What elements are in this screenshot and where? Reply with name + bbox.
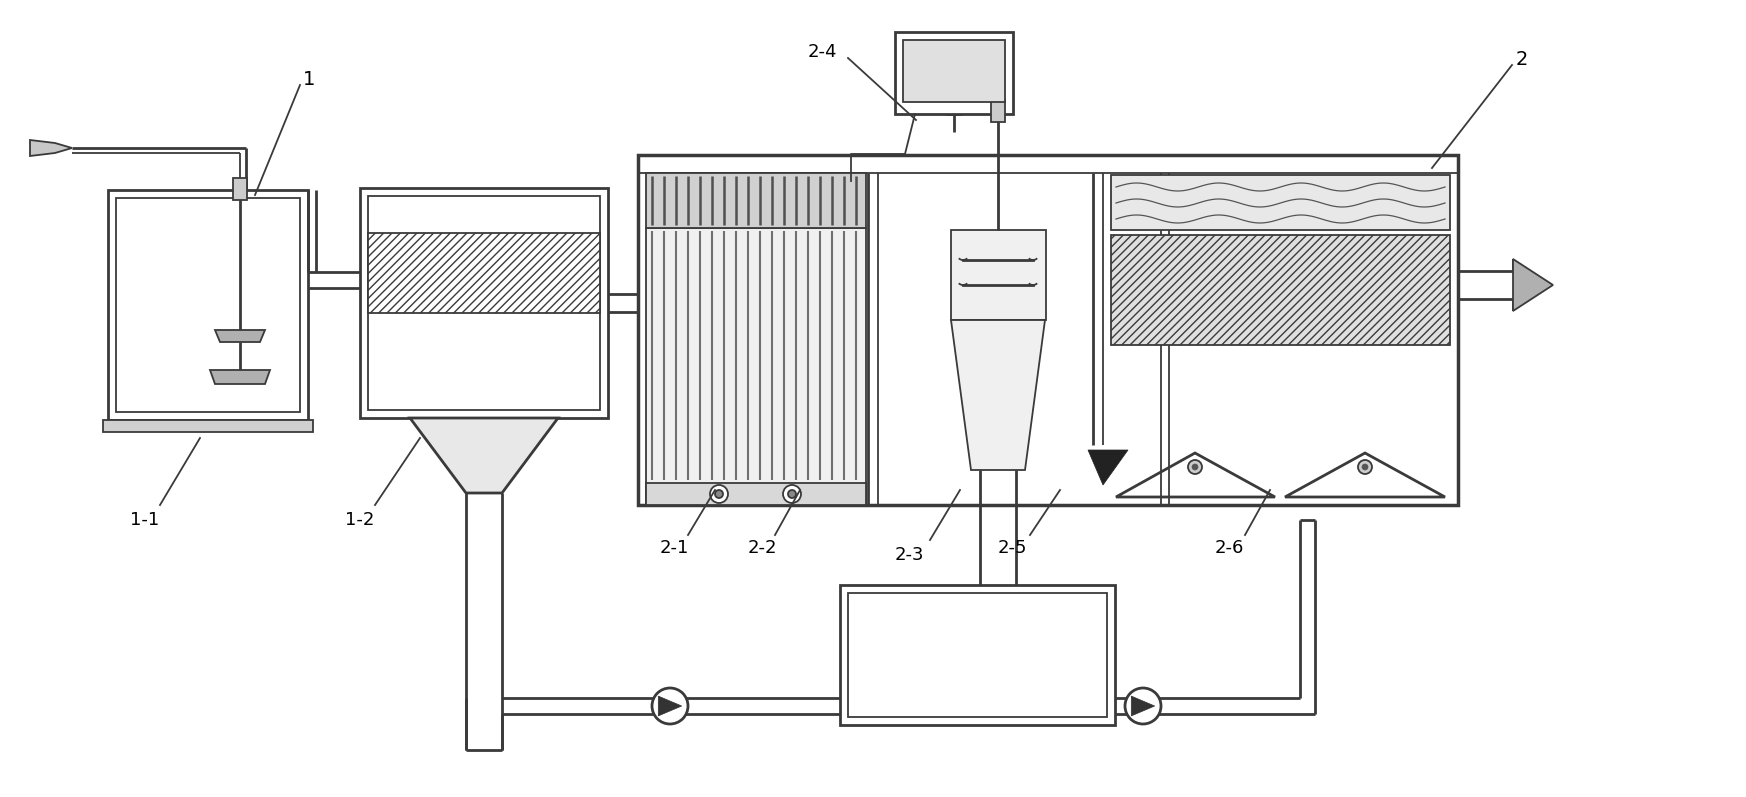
- Bar: [992, 100, 1006, 122]
- Text: 2: 2: [1516, 49, 1528, 69]
- Circle shape: [651, 688, 688, 724]
- Text: 2-1: 2-1: [660, 539, 690, 557]
- Text: 2-4: 2-4: [808, 43, 838, 61]
- Text: 1-1: 1-1: [129, 511, 159, 529]
- Bar: [840, 585, 1116, 725]
- Polygon shape: [215, 330, 265, 342]
- Text: 2-5: 2-5: [999, 539, 1027, 557]
- Circle shape: [716, 490, 723, 498]
- Bar: [849, 593, 1107, 717]
- Circle shape: [1362, 464, 1369, 470]
- Polygon shape: [30, 140, 72, 156]
- Polygon shape: [410, 418, 559, 493]
- Polygon shape: [210, 370, 271, 384]
- Bar: [115, 198, 300, 412]
- Circle shape: [1358, 460, 1372, 474]
- Circle shape: [782, 485, 801, 503]
- Bar: [637, 155, 1458, 505]
- Text: 2-6: 2-6: [1215, 539, 1245, 557]
- Circle shape: [1187, 460, 1201, 474]
- Circle shape: [711, 485, 728, 503]
- Bar: [368, 196, 601, 410]
- Polygon shape: [658, 696, 681, 716]
- Bar: [646, 173, 866, 228]
- Text: 2-2: 2-2: [747, 539, 777, 557]
- Bar: [232, 178, 246, 200]
- Bar: [108, 190, 307, 420]
- Bar: [646, 483, 866, 505]
- Bar: [896, 32, 1013, 114]
- Bar: [368, 233, 601, 313]
- Bar: [1110, 235, 1449, 345]
- Text: 2-3: 2-3: [896, 546, 924, 564]
- Text: 1: 1: [304, 69, 316, 88]
- Polygon shape: [1131, 696, 1154, 716]
- Bar: [903, 40, 1006, 102]
- Polygon shape: [952, 320, 1046, 470]
- Bar: [952, 230, 1046, 320]
- Text: 1-2: 1-2: [346, 511, 374, 529]
- Bar: [646, 228, 866, 505]
- Bar: [103, 420, 313, 432]
- Bar: [1110, 175, 1449, 230]
- Circle shape: [1124, 688, 1161, 724]
- Polygon shape: [1514, 259, 1552, 311]
- Circle shape: [787, 490, 796, 498]
- Polygon shape: [1088, 450, 1128, 485]
- Circle shape: [1193, 464, 1198, 470]
- Bar: [360, 188, 608, 418]
